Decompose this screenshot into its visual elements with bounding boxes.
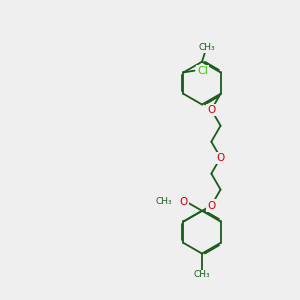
Text: Cl: Cl (197, 66, 208, 76)
Text: O: O (207, 200, 215, 211)
Text: O: O (180, 196, 188, 207)
Text: CH₃: CH₃ (156, 197, 172, 206)
Text: O: O (207, 105, 215, 115)
Text: CH₃: CH₃ (199, 43, 215, 52)
Text: O: O (216, 153, 225, 163)
Text: CH₃: CH₃ (194, 271, 210, 280)
